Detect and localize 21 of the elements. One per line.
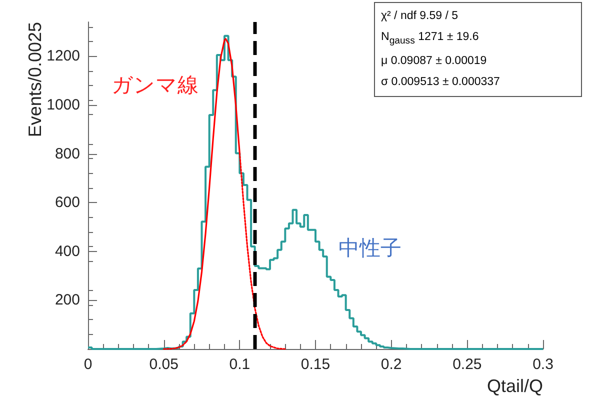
annotation: ガンマ線 xyxy=(112,73,198,97)
y-tick-label: 800 xyxy=(54,145,80,162)
x-tick-label: 0.2 xyxy=(380,356,402,373)
x-tick-label: 0.25 xyxy=(452,356,482,373)
annotation: 中性子 xyxy=(338,236,402,260)
y-tick-label: 200 xyxy=(54,292,80,309)
x-axis-title: Qtail/Q xyxy=(486,376,543,396)
x-tick-label: 0.3 xyxy=(532,356,554,373)
annotation: μ 0.09087 ± 0.00019 xyxy=(381,54,488,70)
y-tick-label: 1200 xyxy=(46,48,80,65)
annotation: N$_{gauss}$ 1271 ± 19.6 xyxy=(381,30,480,48)
stats-box: χ² / ndf 9.59 / 5 N$_{gauss}$ 1271 ± 19.6 μ 0.09087 ± 0.00019 σ 0.009513 ± 0.000337 xyxy=(374,2,582,98)
y-tick-label: 400 xyxy=(54,242,80,260)
x-tick-label: 0.1 xyxy=(229,356,250,373)
y-tick-label: 1000 xyxy=(46,96,80,114)
annotation: σ 0.009513 ± 0.000337 xyxy=(381,75,501,90)
y-tick-label: 600 xyxy=(54,194,80,212)
x-tick-label: 0.15 xyxy=(300,356,330,373)
y-axis-title: Events/0.0025 xyxy=(25,22,45,138)
x-tick-label: 0.05 xyxy=(149,356,178,373)
x-tick-label: 0 xyxy=(84,356,92,373)
